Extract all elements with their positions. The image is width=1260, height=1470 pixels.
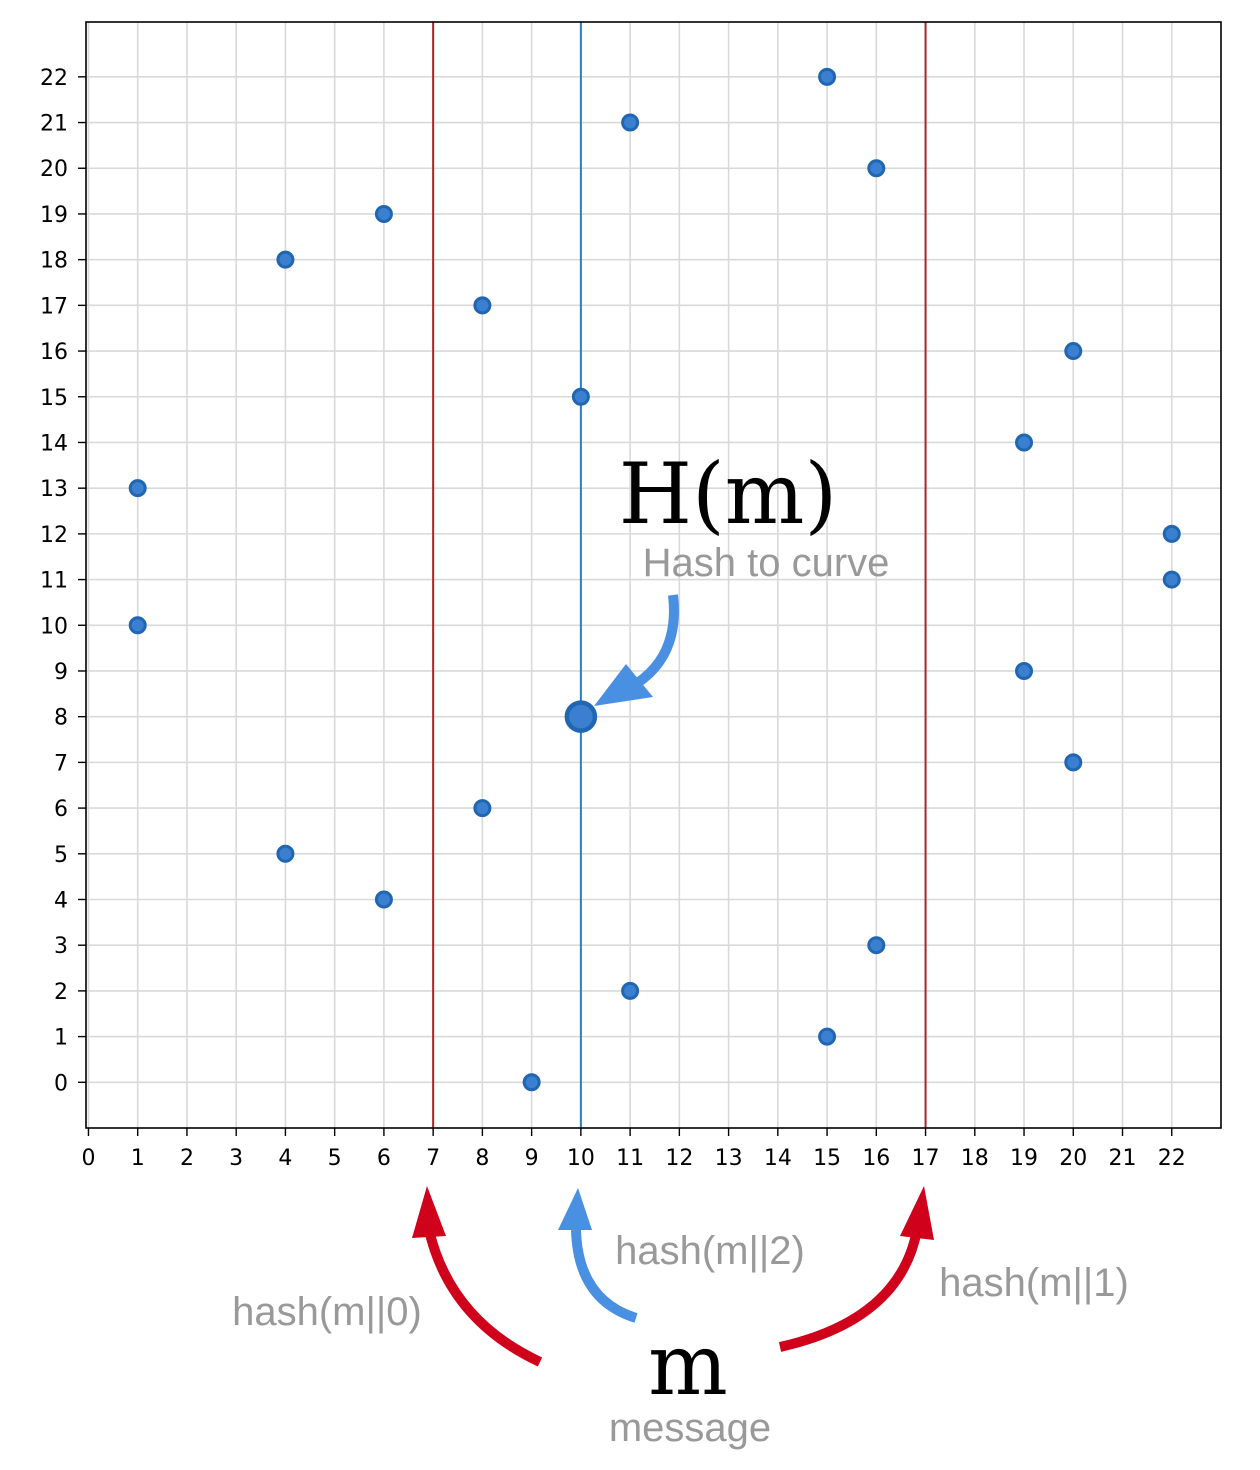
y-tick-label: 16 [40,340,68,365]
y-tick-label: 12 [40,523,68,548]
hash-to-curve-arrow [633,594,679,689]
data-point [1015,433,1034,452]
y-tick-label: 5 [54,843,68,868]
y-tick-label: 9 [54,660,68,685]
hash0-arrowhead [412,1186,446,1238]
hash2-label: hash(m||2) [615,1229,805,1273]
x-tick-label: 1 [131,1146,145,1171]
hash-to-curve-label: Hash to curve [643,541,890,585]
y-tick-label: 3 [54,934,68,959]
y-tick-label: 15 [40,386,68,411]
y-tick-label: 2 [54,980,68,1005]
data-point [1064,342,1083,361]
y-tick-label: 18 [40,249,68,274]
hash0-arrow [424,1228,543,1367]
x-tick-label: 6 [377,1146,391,1171]
x-tick-label: 2 [180,1146,194,1171]
data-point [1162,524,1181,543]
y-tick-label: 13 [40,477,68,502]
y-tick-label: 17 [40,294,68,319]
data-point [1015,661,1034,680]
y-tick-label: 4 [54,888,68,913]
x-tick-label: 16 [862,1146,890,1171]
message-label: message [609,1406,771,1450]
data-point [867,159,886,178]
hash1-arrowhead [900,1186,934,1240]
data-point [522,1073,541,1092]
data-point [473,799,492,818]
data-point [1162,570,1181,589]
x-tick-label: 3 [229,1146,243,1171]
data-point [621,981,640,1000]
x-tick-label: 22 [1158,1146,1186,1171]
x-tick-label: 10 [567,1146,595,1171]
x-tick-label: 9 [525,1146,539,1171]
m-label: m [648,1316,728,1414]
data-point [818,1027,837,1046]
hm-label: H(m) [619,445,837,543]
data-point [128,616,147,635]
axis-ticks: 0 1 2 3 4 5 6 7 8 9 10 11 12 13 14 15 16 17 18 19 20 21 220123… [40,66,1186,1171]
plot-frame [85,21,1222,1129]
hash0-label: hash(m||0) [232,1290,422,1334]
scatter-points [128,67,1181,1092]
x-tick-label: 13 [715,1146,743,1171]
y-tick-label: 7 [54,751,68,776]
data-point [276,844,295,863]
y-tick-label: 1 [54,1026,68,1051]
x-tick-label: 15 [813,1146,841,1171]
y-tick-label: 20 [40,157,68,182]
x-tick-label: 7 [426,1146,440,1171]
hash2-arrow [571,1229,638,1323]
y-tick-label: 21 [40,112,68,137]
y-tick-label: 8 [54,706,68,731]
x-tick-label: 12 [665,1146,693,1171]
y-tick-label: 10 [40,614,68,639]
hash1-arrow [778,1229,922,1352]
hash2-arrowhead [558,1188,592,1230]
y-tick-label: 11 [40,569,68,594]
data-point [374,890,393,909]
data-point [621,113,640,132]
x-tick-label: 11 [616,1146,644,1171]
x-tick-label: 8 [475,1146,489,1171]
x-tick-label: 14 [764,1146,792,1171]
y-tick-label: 6 [54,797,68,822]
hash-to-curve-arrowhead [594,664,653,706]
x-tick-label: 21 [1109,1146,1137,1171]
data-point [818,67,837,86]
data-point [571,387,590,406]
data-point [1064,753,1083,772]
x-tick-label: 20 [1059,1146,1087,1171]
vertical-lines [432,22,927,1128]
x-tick-label: 17 [912,1146,940,1171]
hm-point [564,700,598,733]
y-tick-label: 14 [40,431,68,456]
x-tick-label: 0 [81,1146,95,1171]
x-tick-label: 5 [328,1146,342,1171]
data-point [374,204,393,223]
x-tick-label: 18 [961,1146,989,1171]
data-point [276,250,295,269]
hash1-label: hash(m||1) [939,1261,1129,1305]
data-point [128,479,147,498]
data-point [473,296,492,315]
data-point [867,936,886,955]
x-tick-label: 4 [278,1146,292,1171]
y-tick-label: 22 [40,66,68,91]
y-tick-label: 19 [40,203,68,228]
y-tick-label: 0 [54,1071,68,1096]
x-tick-label: 19 [1010,1146,1038,1171]
